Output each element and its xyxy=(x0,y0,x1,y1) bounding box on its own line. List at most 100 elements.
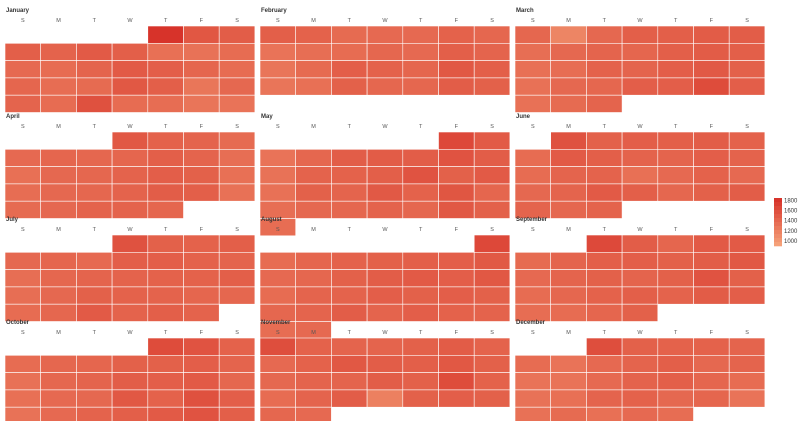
day-cell-january-27 xyxy=(76,94,113,113)
day-cell-september-30 xyxy=(621,303,659,322)
weekday-label: M xyxy=(311,227,316,233)
day-cell-january-25 xyxy=(4,94,42,113)
day-cell-november-27 xyxy=(438,389,475,408)
day-cell-april-25 xyxy=(218,183,256,202)
day-cell-june-6 xyxy=(728,131,766,150)
day-cell-may-3 xyxy=(259,149,297,167)
day-cell-july-8 xyxy=(111,252,149,270)
day-cell-march-2 xyxy=(550,25,587,44)
day-cell-august-4 xyxy=(331,252,368,270)
day-cell-september-26 xyxy=(728,286,766,305)
day-cell-september-7 xyxy=(550,252,587,270)
day-cell-may-21 xyxy=(402,183,439,202)
day-cell-september-2 xyxy=(621,234,659,253)
day-cell-september-1 xyxy=(586,234,623,253)
weekday-label: F xyxy=(710,227,714,233)
weekday-label: F xyxy=(455,18,459,24)
weekday-label: W xyxy=(382,124,388,130)
day-cell-july-26 xyxy=(4,303,42,322)
day-cell-march-8 xyxy=(514,42,552,61)
day-cell-november-7 xyxy=(473,337,511,356)
day-cell-january-23 xyxy=(183,77,220,96)
day-cell-august-14 xyxy=(438,269,475,288)
weekday-label: M xyxy=(311,124,316,130)
month-title-november: November xyxy=(261,320,291,326)
day-cell-may-15 xyxy=(438,166,475,185)
weekday-label: T xyxy=(603,18,607,24)
day-cell-may-29 xyxy=(438,200,475,219)
day-cell-october-25 xyxy=(4,406,42,421)
day-cell-april-18 xyxy=(218,166,256,185)
day-cell-december-7 xyxy=(550,354,587,373)
day-cell-november-25 xyxy=(366,389,404,408)
day-cell-march-28 xyxy=(728,77,766,96)
day-cell-july-17 xyxy=(183,269,220,288)
day-cell-june-20 xyxy=(728,166,766,185)
day-cell-may-23 xyxy=(473,183,511,202)
day-cell-august-27 xyxy=(402,303,439,322)
weekday-label: W xyxy=(637,330,643,336)
day-cell-september-29 xyxy=(586,303,623,322)
day-cell-april-23 xyxy=(147,183,184,202)
day-cell-march-1 xyxy=(514,25,552,44)
day-cell-december-11 xyxy=(693,354,730,373)
day-cell-april-7 xyxy=(76,149,113,167)
day-cell-september-20 xyxy=(514,286,552,305)
day-cell-june-7 xyxy=(514,149,552,167)
day-cell-august-17 xyxy=(295,286,332,305)
legend-swatch xyxy=(774,214,782,219)
weekday-label: S xyxy=(276,124,280,130)
month-title-february: February xyxy=(261,8,287,14)
day-cell-june-24 xyxy=(621,183,659,202)
day-cell-september-18 xyxy=(693,269,730,288)
day-cell-august-21 xyxy=(438,286,475,305)
day-cell-december-10 xyxy=(657,354,694,373)
day-cell-october-29 xyxy=(147,406,184,421)
day-cell-february-9 xyxy=(295,42,332,61)
day-cell-february-14 xyxy=(473,42,511,61)
day-cell-april-22 xyxy=(111,183,149,202)
day-cell-january-8 xyxy=(147,42,184,61)
day-cell-january-2 xyxy=(183,25,220,44)
day-cell-may-22 xyxy=(438,183,475,202)
day-cell-february-20 xyxy=(438,60,475,79)
day-cell-april-10 xyxy=(183,149,220,167)
day-cell-june-17 xyxy=(621,166,659,185)
legend-swatch xyxy=(774,226,782,231)
day-cell-february-11 xyxy=(366,42,404,61)
day-cell-may-26 xyxy=(331,200,368,219)
day-cell-january-24 xyxy=(218,77,256,96)
day-cell-may-9 xyxy=(473,149,511,167)
day-cell-august-22 xyxy=(473,286,511,305)
weekday-label: S xyxy=(531,18,535,24)
day-cell-february-23 xyxy=(295,77,332,96)
day-cell-august-3 xyxy=(295,252,332,270)
day-cell-june-10 xyxy=(621,149,659,167)
weekday-label: W xyxy=(637,124,643,130)
day-cell-august-13 xyxy=(402,269,439,288)
day-cell-june-16 xyxy=(586,166,623,185)
day-cell-november-8 xyxy=(259,354,297,373)
day-cell-december-16 xyxy=(621,372,659,391)
day-cell-september-3 xyxy=(657,234,694,253)
day-cell-january-31 xyxy=(218,94,256,113)
day-cell-january-6 xyxy=(76,42,113,61)
day-cell-december-31 xyxy=(657,406,694,421)
day-cell-march-23 xyxy=(550,77,587,96)
day-cell-march-26 xyxy=(657,77,694,96)
day-cell-february-27 xyxy=(438,77,475,96)
day-cell-may-2 xyxy=(473,131,511,150)
day-cell-august-29 xyxy=(473,303,511,322)
day-cell-november-28 xyxy=(473,389,511,408)
day-cell-may-30 xyxy=(473,200,511,219)
day-cell-may-14 xyxy=(402,166,439,185)
day-cell-november-26 xyxy=(402,389,439,408)
weekday-label: M xyxy=(56,18,61,24)
day-cell-september-19 xyxy=(728,269,766,288)
weekday-label: M xyxy=(566,124,571,130)
day-cell-september-10 xyxy=(657,252,694,270)
weekday-label: T xyxy=(348,124,352,130)
day-cell-march-22 xyxy=(514,77,552,96)
day-cell-july-11 xyxy=(218,252,256,270)
day-cell-may-1 xyxy=(438,131,475,150)
